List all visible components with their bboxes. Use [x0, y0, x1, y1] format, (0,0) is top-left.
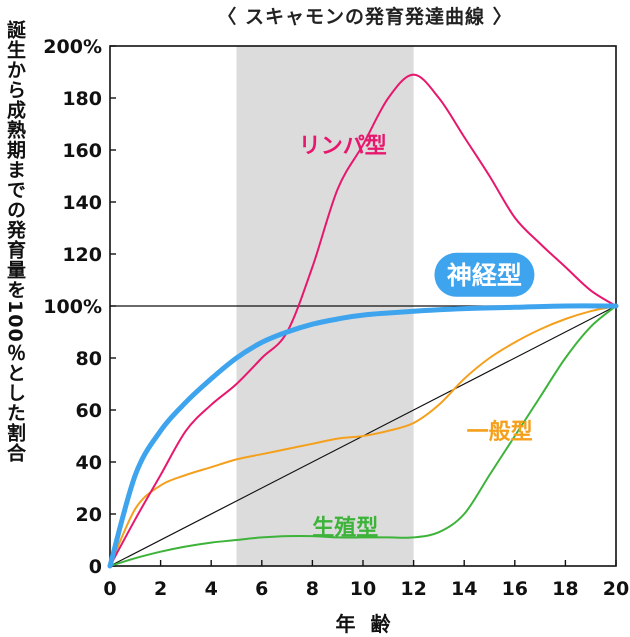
chart-title: 〈 スキャモンの発育発達曲線 〉 [217, 6, 513, 28]
x-tick-label: 10 [350, 578, 376, 600]
x-tick-label: 0 [103, 578, 116, 600]
series-label-lymphoid: リンパ型 [299, 134, 387, 159]
y-tick-label: 160 [62, 140, 102, 162]
x-tick-label: 6 [255, 578, 268, 600]
x-tick-label: 16 [502, 578, 528, 600]
x-tick-label: 12 [400, 578, 426, 600]
x-tick-label: 18 [552, 578, 578, 600]
y-tick-label: 0 [89, 556, 102, 578]
series-line-reproductive [109, 305, 617, 567]
x-tick-label: 20 [603, 578, 629, 600]
x-tick-label: 8 [306, 578, 319, 600]
series-line-neural [107, 303, 619, 569]
y-tick-label: 200% [43, 36, 102, 58]
series-label-reproductive: 生殖型 [312, 515, 378, 541]
x-tick-label: 2 [154, 578, 167, 600]
y-tick-label: 40 [76, 452, 102, 474]
series-label-general: 一般型 [467, 419, 533, 445]
series-label-badge-neural [434, 252, 535, 297]
y-tick-label: 180 [62, 88, 102, 110]
x-tick-label: 4 [205, 578, 218, 600]
y-tick-label: 140 [62, 192, 102, 214]
y-tick-label: 120 [62, 244, 102, 266]
x-axis-label: 年 齢 [335, 612, 395, 636]
y-tick-label: 100% [43, 296, 102, 318]
y-tick-label: 20 [76, 504, 102, 526]
y-axis-label: 誕生から成熟期までの発育量を100％とした割合 [4, 20, 26, 463]
y-tick-label: 80 [76, 348, 102, 370]
series-line-general [109, 305, 617, 567]
series-label-neural: 神経型 [447, 261, 522, 290]
x-tick-label: 14 [451, 578, 477, 600]
y-tick-label: 60 [76, 400, 102, 422]
series-line-lymphoid [109, 73, 617, 567]
